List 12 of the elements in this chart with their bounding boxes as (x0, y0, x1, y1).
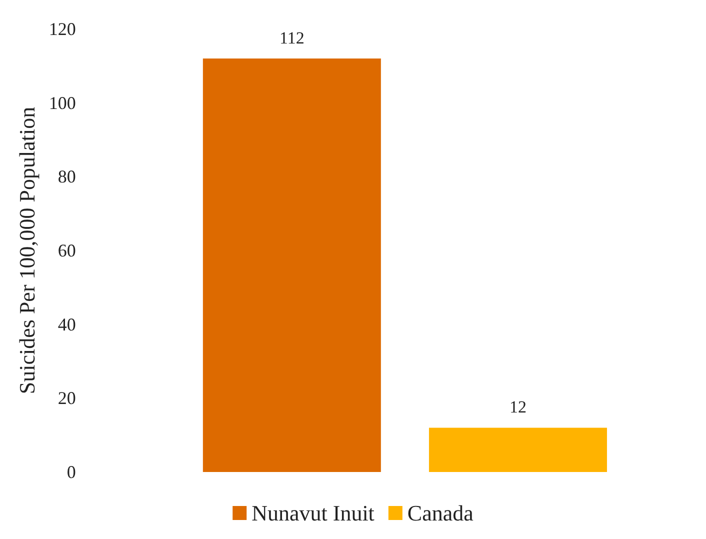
data-label: 12 (509, 398, 526, 417)
y-tick-label: 0 (66, 462, 76, 482)
y-tick-label: 20 (58, 388, 76, 408)
y-tick-label: 80 (58, 166, 76, 187)
y-tick-label: 100 (48, 92, 76, 113)
y-tick-label: 40 (58, 314, 76, 334)
legend-label: Canada (407, 500, 474, 526)
y-axis-title: Suicides Per 100,000 Population (14, 106, 40, 394)
data-label: 112 (279, 28, 304, 48)
y-tick-label: 120 (48, 19, 76, 39)
legend-label: Nunavut Inuit (252, 500, 374, 526)
y-tick-label: 60 (58, 240, 76, 260)
